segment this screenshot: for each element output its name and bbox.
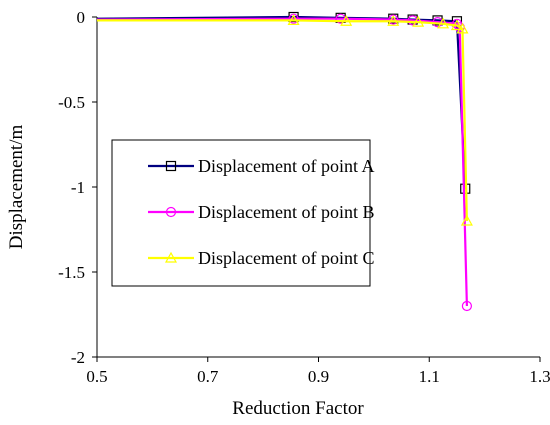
data-point xyxy=(387,15,400,26)
legend-item: Displacement of point B xyxy=(148,202,374,222)
data-point xyxy=(407,15,418,26)
series-layer xyxy=(96,11,473,312)
data-point xyxy=(340,15,353,26)
legend-marker xyxy=(164,251,178,263)
x-tick-label: 0.5 xyxy=(86,367,107,386)
y-tick-label: 0 xyxy=(77,8,86,27)
y-tick-label: -1 xyxy=(71,178,85,197)
axes: 0.5 0.7 0.9 1.1 1.3 0 -0.5 -1 -1.5 -2 xyxy=(58,8,550,386)
x-tick-label: 0.7 xyxy=(197,367,219,386)
legend-item: Displacement of point C xyxy=(148,248,374,268)
x-tick-label: 1.1 xyxy=(419,367,440,386)
y-axis-label: Displacement/m xyxy=(6,125,27,250)
data-point xyxy=(456,22,469,34)
legend-label: Displacement of point A xyxy=(198,156,374,176)
x-axis-label: Reduction Factor xyxy=(232,398,364,419)
data-point xyxy=(460,214,473,226)
legend-label: Displacement of point C xyxy=(198,248,374,268)
data-point xyxy=(287,14,300,25)
data-point xyxy=(412,15,425,27)
legend-marker xyxy=(165,160,177,172)
y-tick-label: -1.5 xyxy=(58,263,85,282)
legend: Displacement of point A Displacement of p… xyxy=(111,139,374,287)
y-tick-label: -2 xyxy=(71,348,85,367)
series-3 xyxy=(97,14,473,226)
legend-item: Displacement of point A xyxy=(148,156,374,176)
x-tick-label: 0.9 xyxy=(308,367,329,386)
x-tick-label: 1.3 xyxy=(529,367,550,386)
legend-label: Displacement of point B xyxy=(198,202,374,222)
data-point xyxy=(461,300,473,312)
data-point xyxy=(437,17,450,29)
y-tick-label: -0.5 xyxy=(58,93,85,112)
data-point xyxy=(450,19,463,31)
legend-marker xyxy=(165,206,177,218)
